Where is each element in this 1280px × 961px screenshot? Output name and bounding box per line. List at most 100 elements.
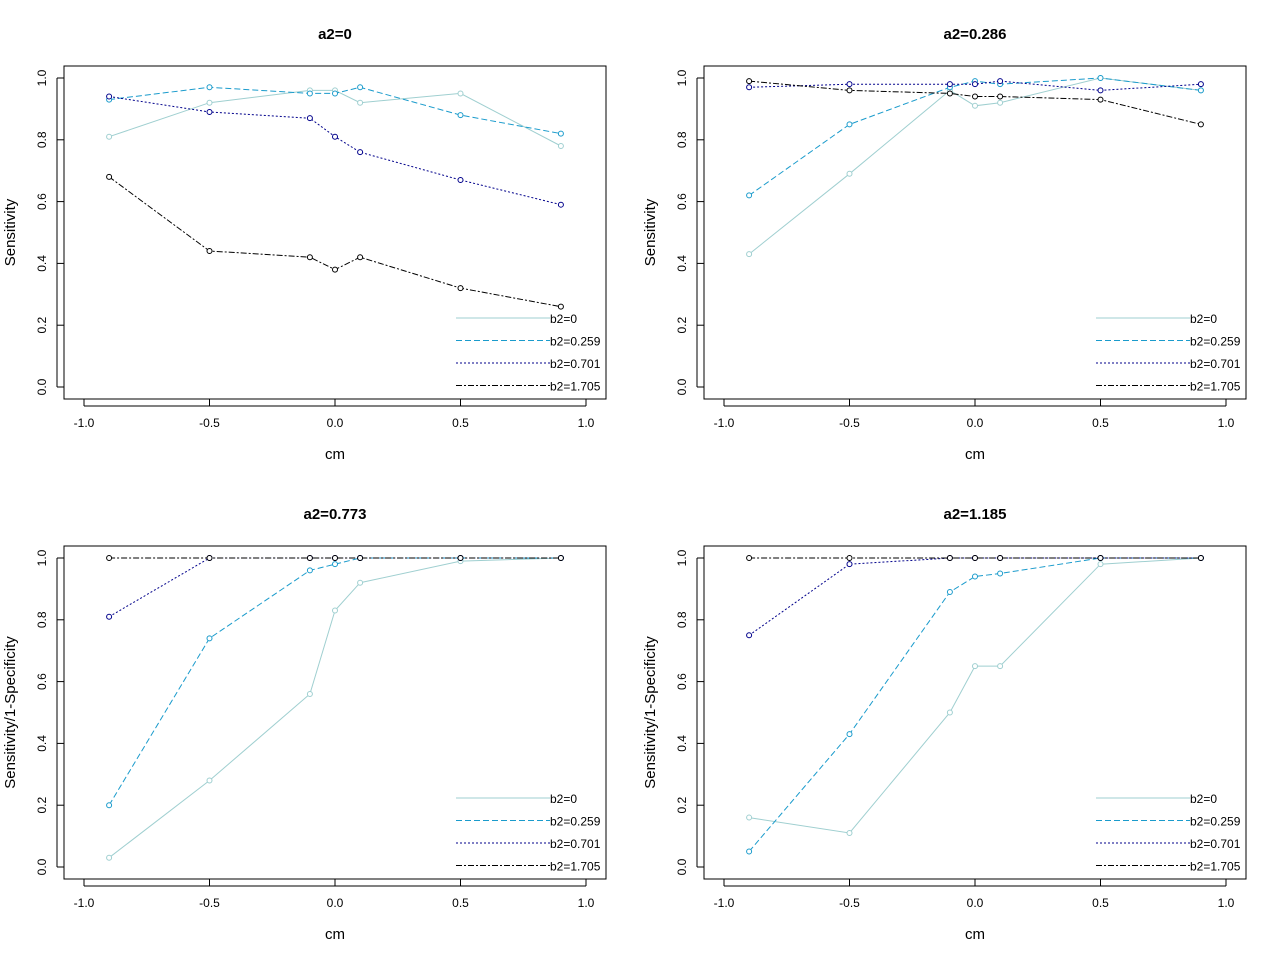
data-point — [746, 555, 753, 561]
legend-label: b2=0.259 — [550, 815, 601, 829]
y-tick-label: 0.0 — [675, 378, 689, 395]
data-point — [997, 555, 1004, 561]
data-point — [1097, 96, 1104, 103]
y-axis-label: Sensitivity — [2, 198, 19, 266]
y-tick-label: 0.0 — [675, 858, 689, 875]
panel-2: a2=0.286 -1.0 -0.5 0.0 0.5 1.0 0.0 0.2 0.4 0.6 0.8… — [642, 26, 1247, 463]
legend-label: b2=0.259 — [1190, 815, 1241, 829]
data-point — [206, 777, 213, 784]
data-point — [972, 102, 978, 109]
data-point — [206, 635, 213, 642]
data-point — [746, 814, 753, 821]
y-tick-label: 0.6 — [675, 673, 689, 690]
data-point — [332, 266, 338, 273]
y-tick-label: 0.8 — [35, 131, 49, 148]
data-point — [206, 108, 213, 115]
data-point — [457, 90, 464, 97]
legend-label: b2=1.705 — [550, 860, 601, 874]
x-tick-label: 0.5 — [1092, 896, 1109, 910]
y-tick-label: 0.8 — [35, 611, 49, 628]
data-point — [746, 251, 753, 258]
data-point — [206, 248, 213, 255]
data-point — [357, 579, 364, 586]
data-point — [557, 201, 564, 208]
y-tick-label: 0.2 — [35, 317, 49, 334]
data-point — [972, 663, 978, 670]
x-tick-label: 0.5 — [1092, 416, 1109, 430]
legend-label: b2=0 — [550, 312, 577, 326]
y-tick-label: 1.0 — [35, 69, 49, 86]
panel-title: a2=0 — [318, 26, 352, 43]
data-point — [106, 802, 113, 809]
data-point — [846, 121, 853, 128]
legend-label: b2=0.701 — [1190, 837, 1241, 851]
y-tick-label: 0.4 — [675, 255, 689, 272]
data-point — [846, 81, 853, 88]
data-point — [357, 84, 364, 91]
data-point — [557, 303, 564, 310]
legend-label: b2=1.705 — [1190, 380, 1241, 394]
y-tick-label: 0.8 — [675, 611, 689, 628]
y-tick-label: 0.6 — [675, 193, 689, 210]
y-tick-label: 0.2 — [675, 317, 689, 334]
data-point — [946, 555, 953, 561]
x-tick-label: -0.5 — [839, 896, 860, 910]
x-tick-label: 0.0 — [967, 416, 984, 430]
data-point — [332, 561, 338, 568]
legend-label: b2=0.701 — [550, 837, 601, 851]
data-point — [357, 555, 364, 561]
data-point — [972, 93, 978, 100]
y-tick-label: 0.0 — [35, 378, 49, 395]
data-point — [332, 90, 338, 97]
data-point — [457, 176, 464, 183]
x-tick-label: 1.0 — [578, 896, 595, 910]
y-tick-label: 1.0 — [675, 549, 689, 566]
series-line-3 — [109, 96, 562, 206]
data-point — [332, 607, 338, 614]
panel-1: a2=0 -1.0 -0.5 0.0 0.5 1.0 0.0 0.2 0.4 0.6 0.8 1.0 c… — [2, 26, 607, 463]
data-point — [1097, 87, 1104, 94]
data-point — [946, 709, 953, 716]
data-point — [306, 555, 313, 561]
panel-title: a2=0.773 — [304, 506, 367, 523]
data-point — [846, 555, 853, 561]
x-tick-label: 0.5 — [452, 416, 469, 430]
data-point — [946, 588, 953, 595]
data-point — [106, 854, 113, 861]
data-point — [1097, 75, 1104, 81]
x-tick-label: -1.0 — [714, 416, 735, 430]
x-tick-label: 1.0 — [578, 416, 595, 430]
panel-title: a2=1.185 — [944, 506, 1007, 523]
data-point — [846, 731, 853, 738]
series-line-1 — [749, 557, 1201, 834]
data-point — [106, 555, 113, 561]
y-tick-label: 0.2 — [35, 797, 49, 814]
data-point — [332, 133, 338, 140]
data-point — [746, 848, 753, 855]
panel-3: a2=0.773 -1.0 -0.5 0.0 0.5 1.0 0.0 0.2 0.4 0.6 0.8… — [2, 506, 607, 943]
x-tick-label: -1.0 — [74, 896, 95, 910]
data-point — [106, 613, 113, 620]
data-point — [997, 99, 1004, 106]
data-point — [106, 93, 113, 100]
data-point — [332, 555, 338, 561]
y-axis-label: Sensitivity/1-Specificity — [642, 636, 659, 789]
data-point — [946, 81, 953, 88]
y-axis-label: Sensitivity — [642, 198, 659, 266]
data-point — [357, 254, 364, 261]
plot-frame — [63, 65, 607, 400]
x-tick-label: -1.0 — [714, 896, 735, 910]
data-point — [1197, 81, 1204, 88]
legend-label: b2=0.259 — [1190, 335, 1241, 349]
data-point — [306, 690, 313, 697]
data-point — [1197, 555, 1204, 561]
data-point — [457, 555, 464, 561]
data-point — [846, 830, 853, 837]
data-point — [457, 285, 464, 292]
data-point — [1097, 561, 1104, 568]
series-line-2 — [748, 557, 1201, 852]
x-tick-label: -1.0 — [74, 416, 95, 430]
data-point — [746, 632, 753, 639]
y-tick-label: 0.2 — [675, 797, 689, 814]
